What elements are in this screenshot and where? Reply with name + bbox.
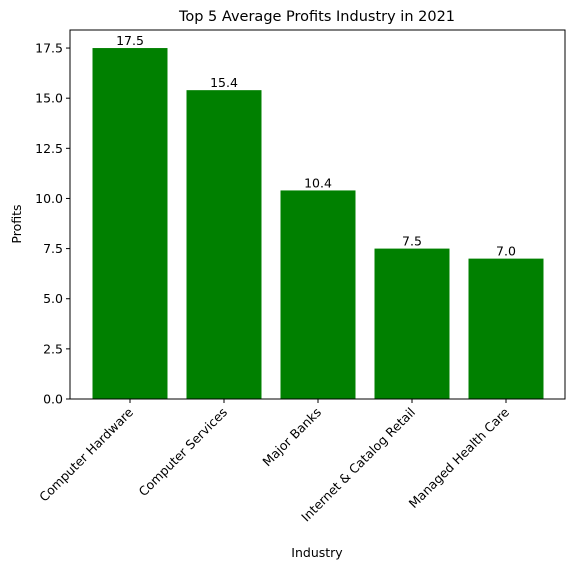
y-tick-label: 0.0 <box>43 392 63 407</box>
bar <box>280 190 356 399</box>
bar <box>186 90 262 400</box>
y-tick-label: 2.5 <box>43 341 63 356</box>
bar <box>92 48 168 399</box>
chart-title: Top 5 Average Profits Industry in 2021 <box>178 9 455 25</box>
y-tick-label: 12.5 <box>35 141 63 156</box>
y-tick-label: 10.0 <box>35 191 63 206</box>
bar <box>468 258 544 399</box>
x-tick-label: Computer Services <box>135 405 230 500</box>
y-axis-label: Profits <box>9 204 24 243</box>
data-label: 15.4 <box>210 75 238 90</box>
y-tick-label: 15.0 <box>35 91 63 106</box>
data-label: 17.5 <box>116 33 144 48</box>
data-label: 10.4 <box>304 175 332 190</box>
y-tick-label: 7.5 <box>43 241 63 256</box>
x-tick-label: Managed Health Care <box>406 404 513 511</box>
x-axis-label: Industry <box>291 545 343 560</box>
plot-area: 17.5 15.4 10.4 7.5 7.0 0.0 2.5 5.0 7.5 10.0 12.5 15… <box>35 29 566 524</box>
y-tick-label: 5.0 <box>43 291 63 306</box>
y-tick-label: 17.5 <box>35 41 63 56</box>
data-label: 7.5 <box>402 234 422 249</box>
x-tick-label: Computer Hardware <box>36 404 136 504</box>
bar <box>374 248 450 399</box>
data-label: 7.0 <box>496 244 516 259</box>
x-tick-label: Major Banks <box>259 405 324 470</box>
